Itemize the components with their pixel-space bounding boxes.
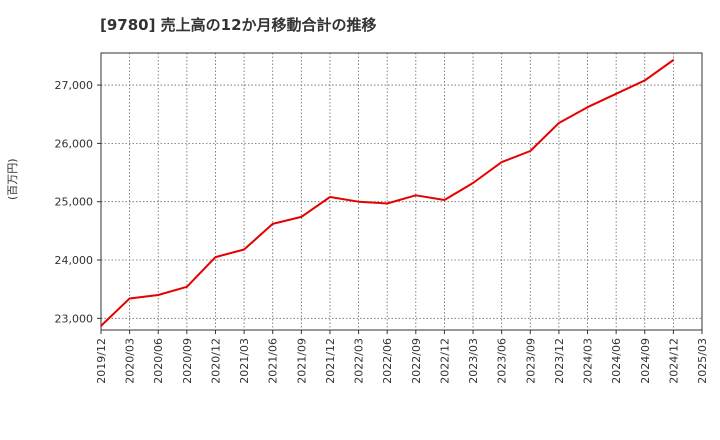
x-tick-label: 2023/06 [496,338,509,384]
x-tick-label: 2024/06 [610,338,623,384]
x-tick-label: 2022/12 [438,338,451,384]
x-tick-label: 2022/06 [381,338,394,384]
data-point [644,79,646,82]
data-point [100,325,102,327]
x-tick-label: 2024/03 [582,338,595,384]
data-point [186,286,188,288]
plot-frame [100,52,703,331]
x-tick-label: 2022/03 [353,338,366,384]
data-point [615,93,617,95]
y-tick-label: 27,000 [55,79,94,92]
x-tick-label: 2022/09 [410,338,423,384]
data-point [157,294,159,296]
chart-title: [9780] 売上高の12か月移動合計の推移 [100,16,377,34]
x-tick-label: 2024/09 [639,338,652,384]
series-layer [100,59,675,327]
x-tick-label: 2021/09 [295,338,308,384]
data-point [300,216,303,218]
x-tick-label: 2019/12 [95,338,108,384]
y-tick-label: 26,000 [55,137,94,150]
data-point [586,106,589,108]
data-point [214,256,217,258]
data-point [271,223,274,225]
data-point [472,182,474,184]
data-point [558,122,560,124]
data-point [529,150,532,152]
x-tick-label: 2020/12 [209,338,222,384]
y-tick-label: 25,000 [55,196,94,209]
tick-label-layer: 23,000 24,000 25,000 26,000 27,000 2019/12 202… [55,79,710,384]
data-point [357,200,360,203]
data-point [329,196,331,198]
data-point [243,248,245,251]
x-tick-label: 2023/12 [553,338,566,384]
data-point [415,194,417,197]
x-tick-label: 2020/03 [124,338,137,384]
y-tick-label: 24,000 [55,254,94,267]
x-tick-label: 2024/12 [667,338,680,384]
axis-layer [97,52,703,334]
data-point [128,297,131,300]
data-point [672,59,675,61]
data-point [443,199,446,201]
x-tick-label: 2020/06 [152,338,165,384]
x-tick-label: 2020/09 [181,338,194,384]
data-point [500,161,503,163]
x-tick-label: 2023/03 [467,338,480,384]
x-tick-label: 2021/12 [324,338,337,384]
grid-layer [101,53,702,330]
data-point [386,202,389,205]
x-tick-label: 2025/03 [696,338,709,384]
x-tick-label: 2021/03 [238,338,251,384]
y-tick-label: 23,000 [55,312,94,325]
x-tick-label: 2023/09 [524,338,537,384]
x-tick-label: 2021/06 [267,338,280,384]
